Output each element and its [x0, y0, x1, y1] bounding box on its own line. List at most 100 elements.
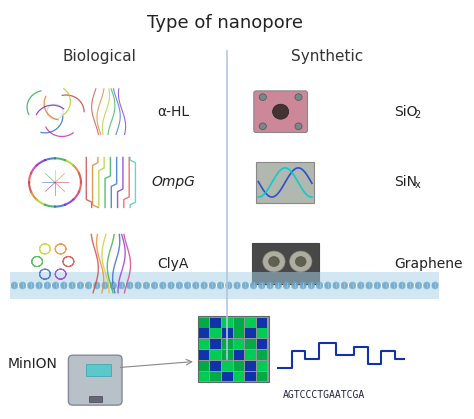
Text: x: x: [415, 180, 420, 190]
FancyBboxPatch shape: [68, 355, 122, 405]
Circle shape: [85, 283, 92, 290]
Bar: [245, 361, 255, 371]
Bar: [199, 339, 210, 349]
Bar: [245, 372, 255, 381]
Circle shape: [44, 283, 51, 290]
Circle shape: [234, 282, 241, 288]
Circle shape: [357, 283, 365, 290]
Bar: [234, 318, 244, 328]
Circle shape: [47, 104, 63, 119]
Text: SiNₓ: SiNₓ: [0, 418, 1, 419]
Circle shape: [176, 283, 183, 290]
Circle shape: [143, 282, 150, 288]
Circle shape: [126, 282, 133, 288]
Circle shape: [390, 283, 397, 290]
Circle shape: [27, 283, 35, 290]
Bar: [234, 361, 244, 371]
Circle shape: [77, 283, 84, 290]
Circle shape: [273, 104, 289, 119]
Bar: [199, 372, 210, 381]
Circle shape: [201, 282, 208, 288]
Circle shape: [151, 282, 158, 288]
Circle shape: [382, 283, 389, 290]
Bar: [256, 350, 267, 360]
Circle shape: [225, 283, 232, 290]
Circle shape: [324, 282, 331, 288]
Circle shape: [192, 282, 200, 288]
Circle shape: [324, 283, 331, 290]
Bar: [256, 162, 314, 203]
Circle shape: [374, 282, 381, 288]
Bar: [256, 318, 267, 328]
Bar: [222, 361, 233, 371]
Circle shape: [431, 283, 438, 290]
Circle shape: [44, 282, 51, 288]
Circle shape: [143, 283, 150, 290]
Circle shape: [399, 282, 406, 288]
Text: SiN: SiN: [394, 176, 418, 189]
Circle shape: [242, 282, 249, 288]
Bar: [222, 328, 233, 339]
Circle shape: [19, 283, 26, 290]
Text: AGTCCCTGAATCGA: AGTCCCTGAATCGA: [283, 390, 365, 400]
Circle shape: [269, 256, 279, 266]
Circle shape: [93, 283, 100, 290]
Circle shape: [295, 256, 306, 266]
Circle shape: [151, 283, 158, 290]
Bar: [210, 318, 221, 328]
Circle shape: [266, 283, 273, 290]
Circle shape: [365, 283, 373, 290]
Circle shape: [259, 123, 266, 129]
Text: OmpG: OmpG: [152, 176, 195, 189]
Circle shape: [225, 282, 232, 288]
Circle shape: [332, 282, 339, 288]
Circle shape: [374, 283, 381, 290]
Circle shape: [332, 283, 339, 290]
Circle shape: [308, 283, 315, 290]
Text: MinION: MinION: [8, 357, 58, 370]
Circle shape: [415, 282, 422, 288]
Circle shape: [93, 282, 100, 288]
Circle shape: [217, 282, 224, 288]
Text: SiO₂: SiO₂: [0, 418, 1, 419]
Bar: [199, 350, 210, 360]
Bar: [210, 328, 221, 339]
Circle shape: [300, 282, 307, 288]
Circle shape: [60, 282, 67, 288]
Text: 2: 2: [415, 110, 421, 119]
Circle shape: [407, 283, 414, 290]
Circle shape: [390, 282, 397, 288]
Text: Type of nanopore: Type of nanopore: [147, 14, 303, 32]
Bar: [222, 318, 233, 328]
Circle shape: [283, 282, 290, 288]
Circle shape: [209, 283, 216, 290]
Circle shape: [159, 283, 166, 290]
Circle shape: [110, 283, 117, 290]
Circle shape: [341, 282, 348, 288]
Circle shape: [217, 283, 224, 290]
Bar: [210, 339, 221, 349]
Circle shape: [11, 282, 18, 288]
Bar: [256, 361, 267, 371]
Bar: [199, 328, 210, 339]
Bar: [210, 361, 221, 371]
Bar: [256, 372, 267, 381]
Circle shape: [85, 282, 92, 288]
Text: Graphene: Graphene: [394, 256, 463, 271]
Circle shape: [349, 283, 356, 290]
Circle shape: [192, 283, 200, 290]
Text: ClyA: ClyA: [158, 256, 189, 271]
Circle shape: [316, 282, 323, 288]
Bar: [210, 372, 221, 381]
Circle shape: [250, 283, 257, 290]
Circle shape: [357, 282, 365, 288]
Bar: [245, 350, 255, 360]
Circle shape: [300, 283, 307, 290]
Circle shape: [291, 283, 298, 290]
Bar: [245, 328, 255, 339]
Circle shape: [308, 282, 315, 288]
Bar: [234, 350, 244, 360]
Circle shape: [184, 283, 191, 290]
Circle shape: [52, 282, 59, 288]
Circle shape: [234, 283, 241, 290]
